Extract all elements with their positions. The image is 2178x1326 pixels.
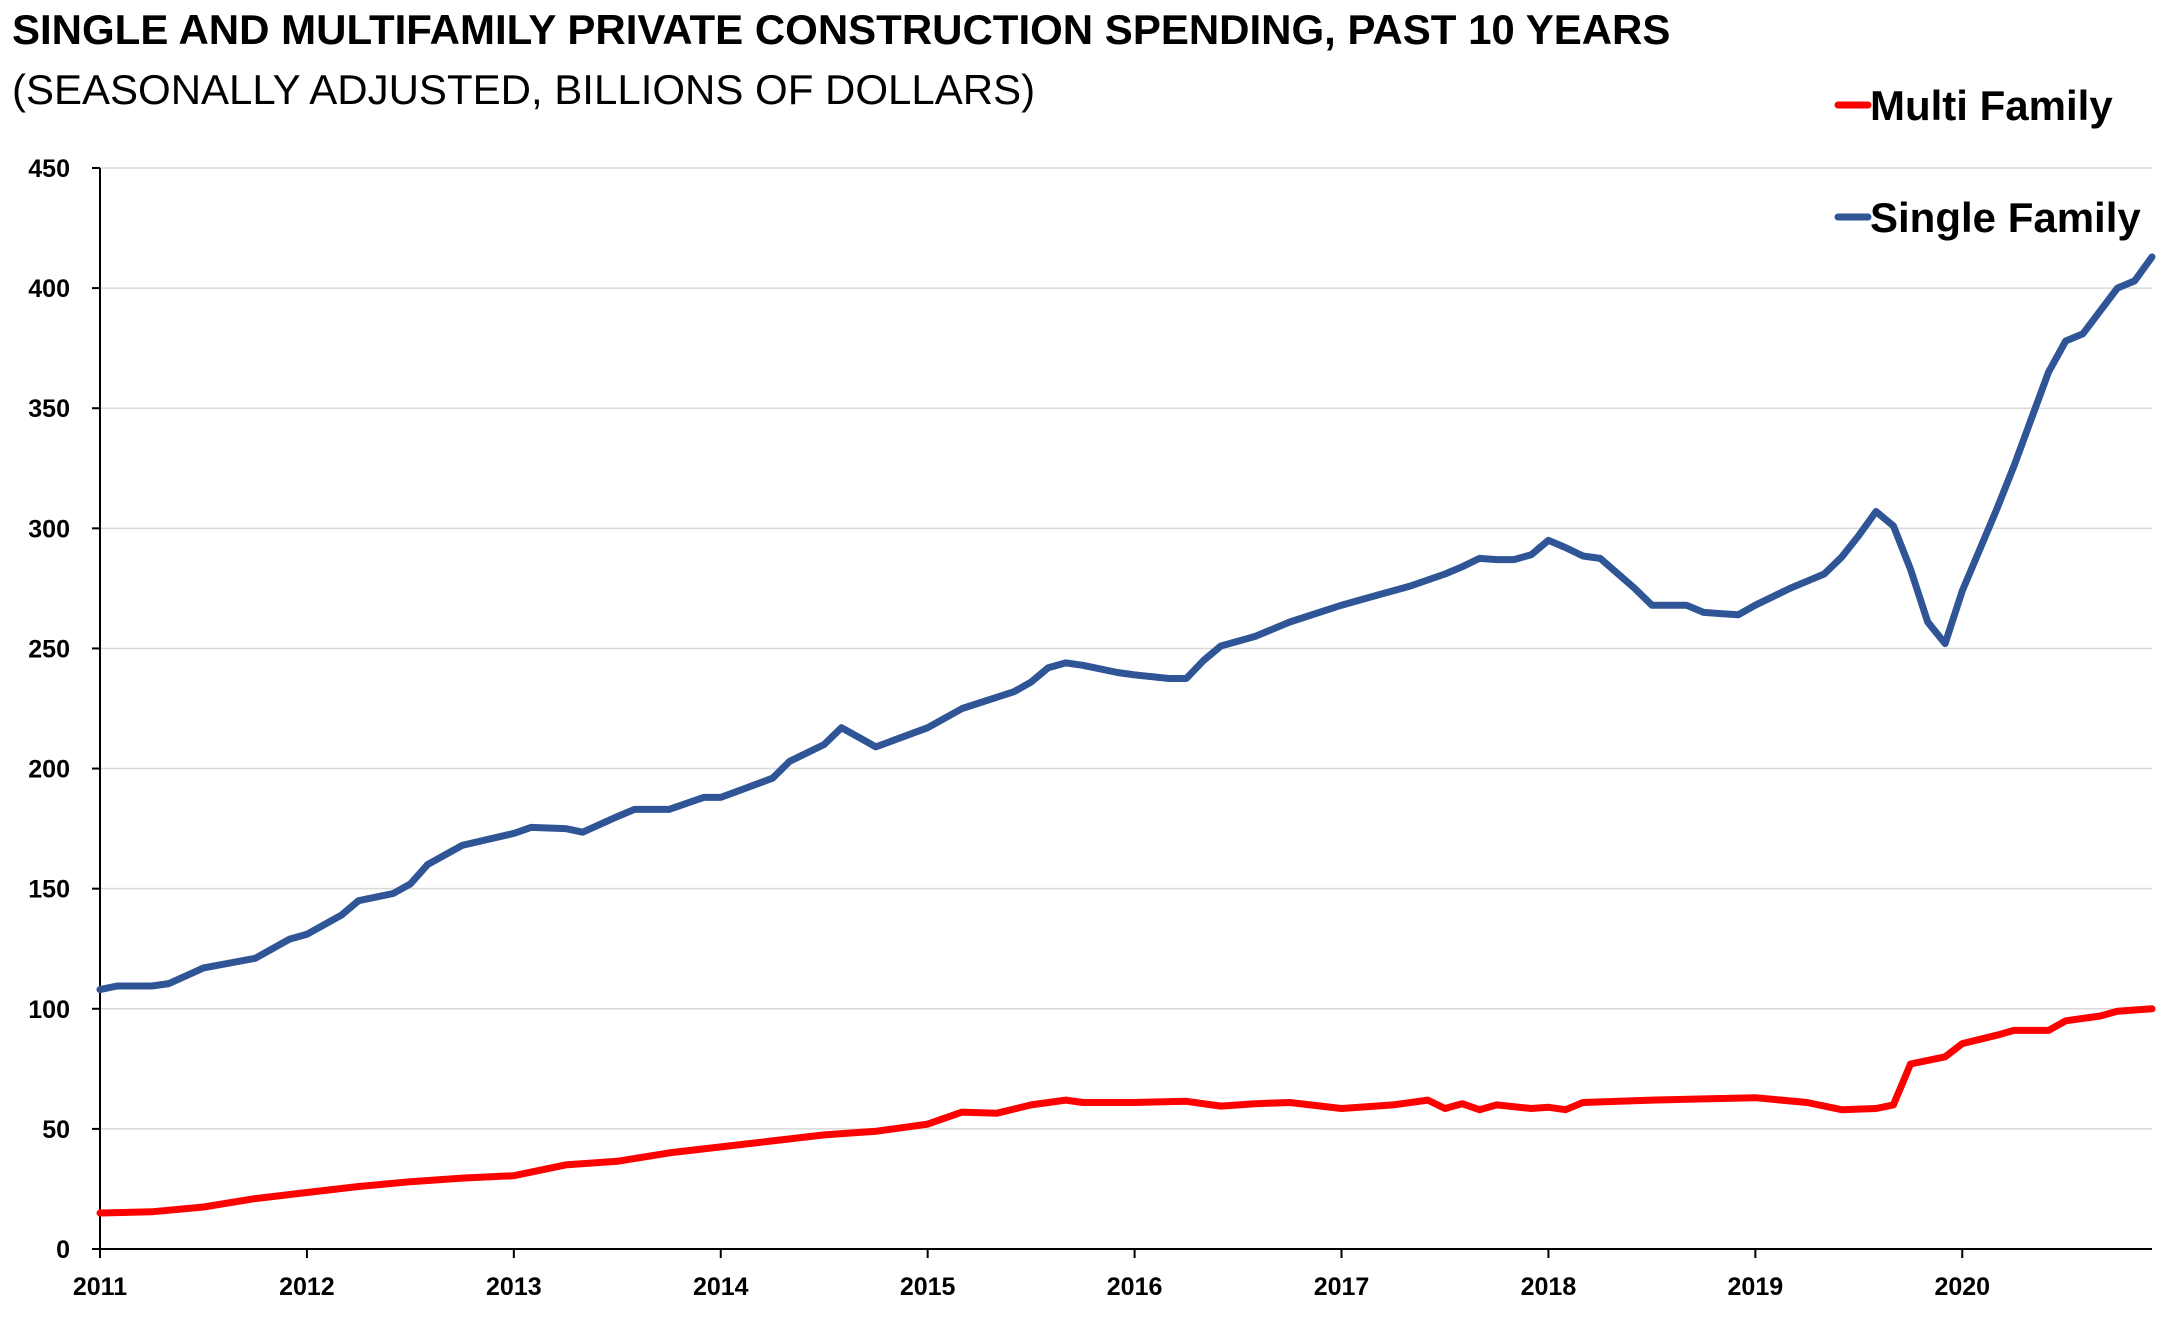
x-tick-label: 2018	[1521, 1273, 1577, 1301]
series-line-single-family	[96, 253, 2156, 994]
x-tick-label: 2013	[486, 1273, 542, 1301]
legend: Multi Family Single Family	[1834, 82, 2141, 241]
y-tick-label: 150	[28, 876, 70, 904]
y-tick-label: 50	[42, 1116, 70, 1144]
y-tick-label: 250	[28, 635, 70, 663]
y-tick-label: 350	[28, 395, 70, 423]
x-tick-label: 2011	[73, 1273, 127, 1301]
x-tick-label: 2016	[1107, 1273, 1163, 1301]
y-tick-label: 0	[56, 1236, 70, 1264]
y-tick-label: 200	[28, 756, 70, 784]
chart-title: SINGLE AND MULTIFAMILY PRIVATE CONSTRUCT…	[12, 6, 1671, 53]
y-tick-label: 300	[28, 515, 70, 543]
legend-label: Single Family	[1870, 194, 2141, 241]
axes: 0 50 100 150 200 250 300 350 400 450 2011 2012 2013 2…	[28, 155, 2152, 1301]
y-tick-label: 100	[28, 996, 70, 1024]
x-tick-label: 2014	[693, 1273, 749, 1301]
chart-subtitle: (SEASONALLY ADJUSTED, BILLIONS OF DOLLAR…	[12, 66, 1036, 113]
series-lines	[96, 253, 2156, 1217]
legend-label: Multi Family	[1870, 82, 2113, 129]
series-line-multi-family	[96, 1005, 2156, 1217]
y-tick-label: 450	[28, 155, 70, 183]
x-tick-label: 2020	[1934, 1273, 1990, 1301]
gridlines	[100, 167, 2152, 1130]
x-tick-label: 2019	[1728, 1273, 1784, 1301]
y-tick-label: 400	[28, 275, 70, 303]
x-tick-label: 2012	[279, 1273, 335, 1301]
x-tick-label: 2017	[1314, 1273, 1370, 1301]
x-tick-label: 2015	[900, 1273, 956, 1301]
